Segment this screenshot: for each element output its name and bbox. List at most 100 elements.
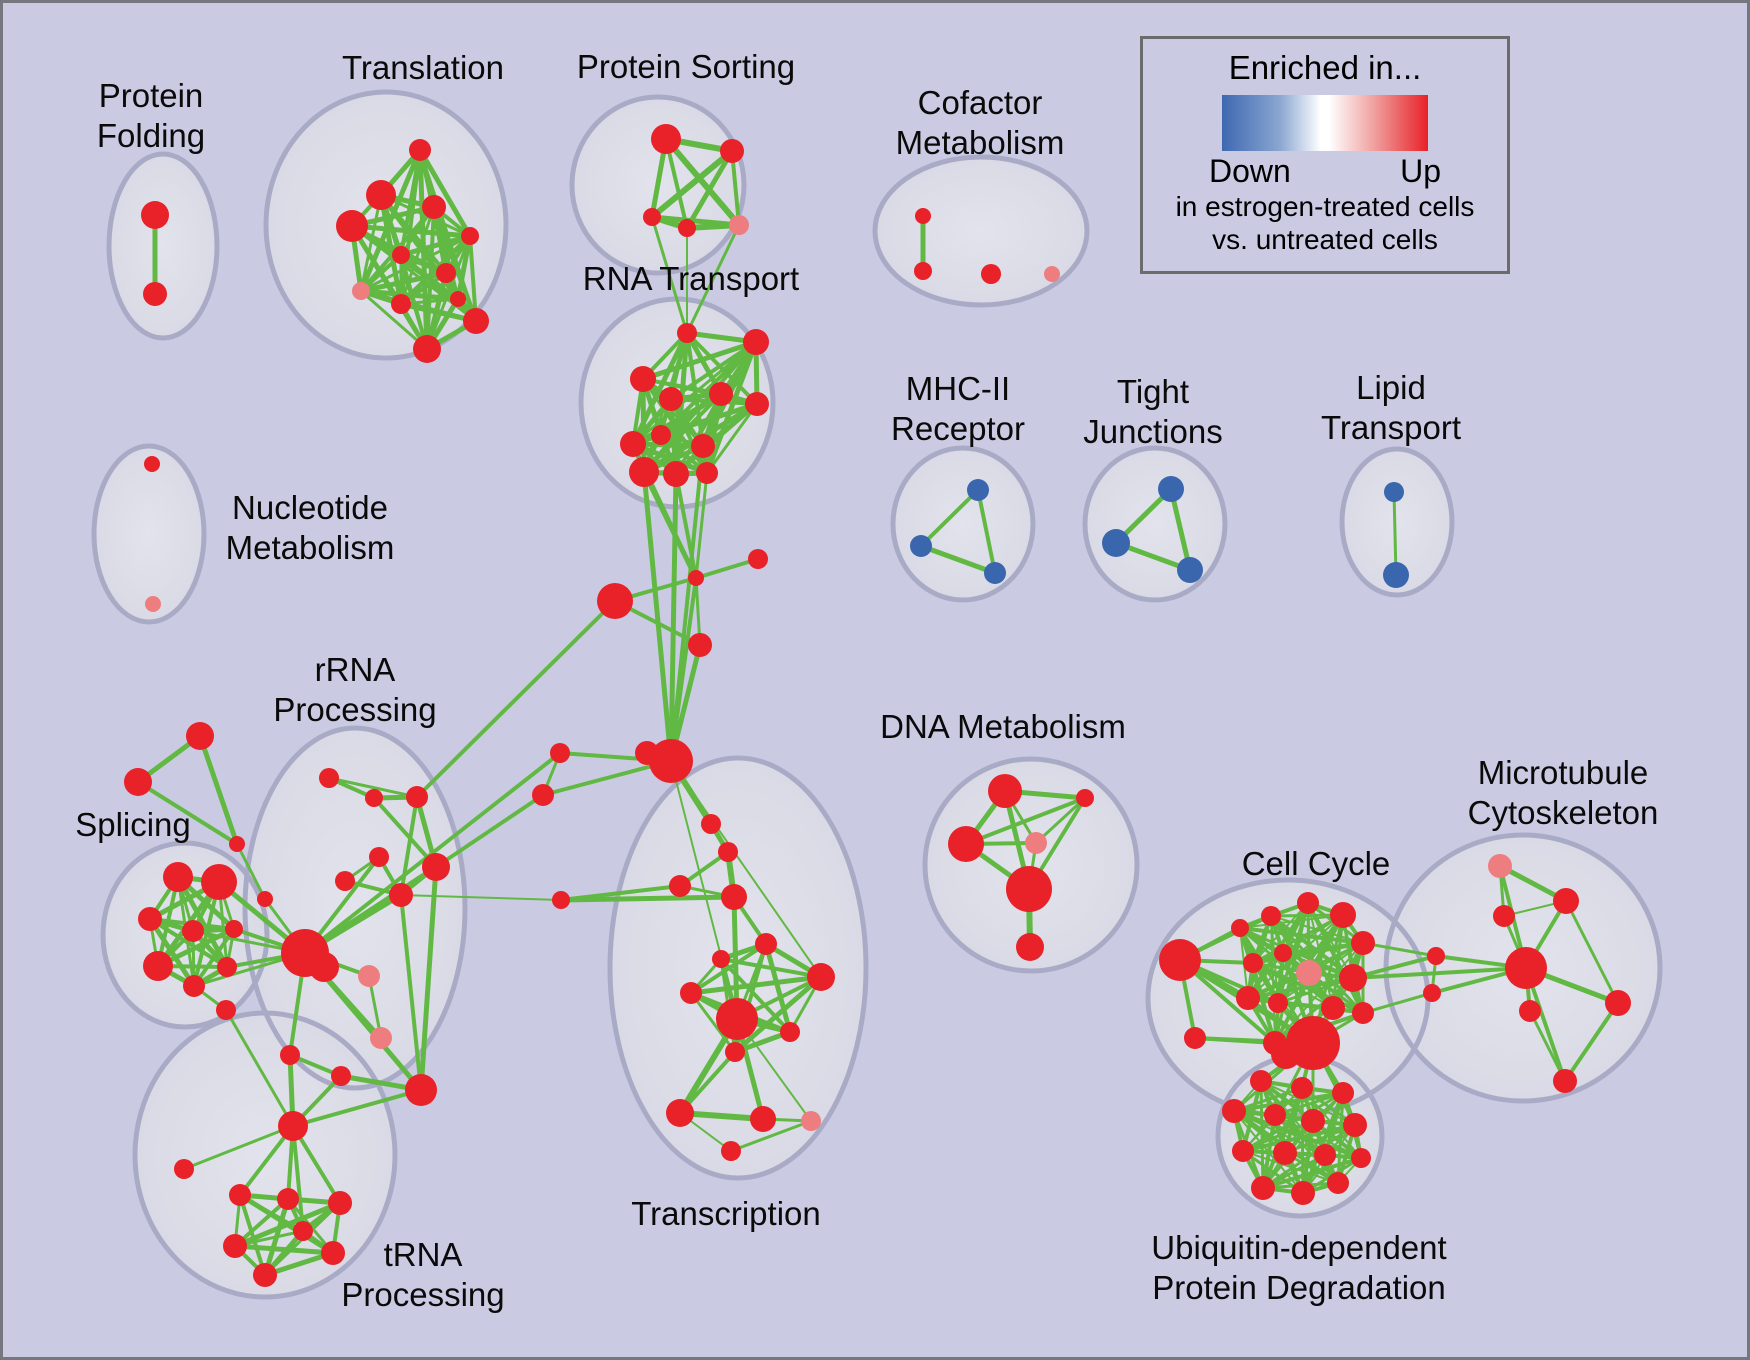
network-node [1553,1069,1577,1093]
network-edge [1251,961,1277,1045]
network-edge [641,469,699,581]
network-edge [238,1193,267,1277]
network-node [391,294,411,314]
network-edge [431,204,479,324]
network-node [629,457,659,487]
network-node [1553,888,1579,914]
network-edge [1351,966,1528,980]
network-edge [359,289,429,351]
network-node [1423,984,1441,1002]
network-node [663,461,689,487]
network-node [620,431,646,457]
network-edge [736,1018,812,1122]
network-node [1177,557,1203,583]
legend-subtitle-2: vs. untreated cells [1212,224,1438,255]
network-node [216,1000,236,1020]
network-edge [964,796,1087,846]
network-node [257,891,273,907]
network-edge [689,991,737,1054]
network-edge [182,1124,295,1171]
network-edge [918,543,998,576]
network-edge [664,137,689,230]
network-node [701,814,721,834]
network-edge [398,233,473,258]
cluster-mhc-ii-receptor-outline [890,445,1036,603]
network-edge [1273,1091,1345,1117]
network-node [336,210,368,242]
network-node [680,982,702,1004]
network-node [223,1234,247,1258]
network-node [696,462,718,484]
network-node [1296,960,1322,986]
network-node [253,1263,277,1287]
network-node [729,215,749,235]
cluster-rrna-processing-label: rRNA Processing [273,651,436,728]
network-node [720,139,744,163]
network-node [721,1141,741,1161]
network-node [422,195,446,219]
cluster-nucleotide-metabolism-ellipse [94,446,204,622]
network-edge [197,733,240,847]
cluster-tight-junctions-label: Tight Junctions [1083,373,1222,450]
network-edge [1034,796,1087,845]
network-edge [541,759,673,797]
network-node [186,722,214,750]
network-node [718,842,738,862]
network-edge [704,391,724,476]
network-node [716,998,758,1040]
cluster-protein-sorting-outline [569,94,747,276]
network-edge [1270,915,1276,1044]
network-node [780,1022,800,1042]
network-node [293,1221,313,1241]
network-node [1383,562,1409,588]
network-node [1327,1172,1349,1194]
network-node [436,263,456,283]
network-node [910,535,932,557]
cluster-protein-folding-outline [106,151,220,341]
network-node [328,1191,352,1215]
network-node [1291,1181,1315,1205]
network-node [643,208,661,226]
cluster-lipid-transport-label: Lipid Transport [1321,369,1461,446]
network-node [1236,986,1260,1010]
network-node [163,862,193,892]
network-edge [705,402,759,475]
network-edge [1283,1123,1357,1155]
network-node [721,884,747,910]
legend-box: Enriched in... Down Up in estrogen-treat… [1140,36,1510,274]
network-edge [1351,954,1438,980]
network-edge [976,488,997,575]
network-edge [1178,958,1277,1045]
cluster-trna-processing-outline [132,1010,398,1300]
network-edge [688,974,824,996]
network-edge [359,193,383,293]
network-edge [418,864,439,1093]
network-node [409,139,431,161]
network-edge [415,599,617,799]
cluster-cell-cycle-label: Cell Cycle [1242,845,1391,882]
network-node [1493,905,1515,927]
network-edge [291,1124,305,1233]
network-node [229,1184,251,1206]
legend-down-label: Down [1209,153,1291,189]
network-node [649,739,693,783]
cluster-dna-metabolism-ellipse [925,759,1137,971]
network-edge [1392,490,1398,577]
network-node [1184,1027,1206,1049]
network-node [369,847,389,867]
network-node [1339,964,1367,992]
network-node [1044,266,1060,282]
network-node [1314,1144,1336,1166]
network-node [392,246,410,264]
network-node [635,741,659,765]
network-node [1016,933,1044,961]
network-edge [684,148,735,231]
network-node [1076,789,1094,807]
network-edge [558,894,737,903]
network-node [1330,902,1356,928]
network-edge [399,893,423,1092]
network-node [331,1066,351,1086]
network-node [366,180,396,210]
network-node [217,957,237,977]
network-edge [359,234,472,293]
